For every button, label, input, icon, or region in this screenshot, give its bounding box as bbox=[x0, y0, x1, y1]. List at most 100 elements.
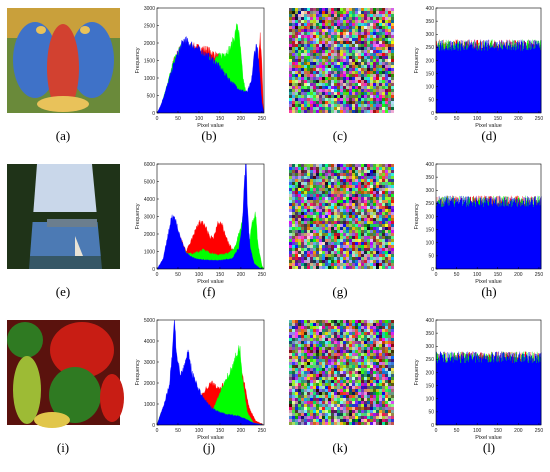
x-tick-label: 50 bbox=[454, 272, 460, 278]
x-tick-label: 0 bbox=[435, 272, 438, 278]
y-tick-label: 150 bbox=[426, 227, 435, 233]
x-tick-label: 50 bbox=[175, 272, 181, 278]
y-tick-label: 5000 bbox=[144, 318, 155, 324]
x-tick-label: 100 bbox=[473, 272, 482, 278]
y-tick-label: 0 bbox=[431, 111, 434, 117]
x-tick-label: 100 bbox=[473, 116, 482, 122]
y-tick-label: 400 bbox=[426, 6, 435, 12]
y-tick-label: 200 bbox=[426, 214, 435, 220]
y-tick-label: 0 bbox=[152, 423, 155, 429]
cipher-image-2 bbox=[289, 164, 394, 269]
y-tick-label: 150 bbox=[426, 71, 435, 77]
y-tick-label: 300 bbox=[426, 344, 435, 350]
y-tick-label: 2000 bbox=[144, 381, 155, 387]
x-tick-label: 200 bbox=[514, 116, 523, 122]
x-tick-label: 50 bbox=[454, 116, 460, 122]
y-axis-label: Frequency bbox=[135, 47, 141, 73]
y-tick-label: 100 bbox=[426, 85, 435, 91]
y-tick-label: 350 bbox=[426, 175, 435, 181]
x-tick-label: 50 bbox=[175, 428, 181, 434]
y-tick-label: 350 bbox=[426, 331, 435, 337]
x-tick-label: 100 bbox=[195, 116, 204, 122]
x-axis-label: Pixel value bbox=[197, 435, 224, 441]
y-axis-label: Frequency bbox=[135, 359, 141, 385]
y-tick-label: 250 bbox=[426, 45, 435, 51]
x-tick-label: 0 bbox=[156, 272, 159, 278]
baboon-image bbox=[7, 8, 120, 113]
axes-h: 0 50 100 150 200 250 0 50 100 150 200 250 300 350 400 P… bbox=[414, 162, 543, 285]
y-tick-label: 500 bbox=[147, 93, 156, 99]
x-axis-label: Pixel value bbox=[197, 279, 224, 285]
y-axis-label: Frequency bbox=[414, 47, 420, 73]
y-tick-label: 3000 bbox=[144, 360, 155, 366]
x-tick-label: 250 bbox=[258, 272, 267, 278]
x-tick-label: 150 bbox=[494, 272, 503, 278]
peppers-image bbox=[7, 320, 124, 428]
y-tick-label: 250 bbox=[426, 201, 435, 207]
x-tick-label: 250 bbox=[258, 116, 267, 122]
subfigure-caption: (c) bbox=[332, 128, 348, 143]
axes-l: 0 50 100 150 200 250 0 50 100 150 200 250 300 350 400 P… bbox=[414, 318, 543, 441]
y-tick-label: 5000 bbox=[144, 179, 155, 185]
x-tick-label: 200 bbox=[237, 428, 246, 434]
x-tick-label: 250 bbox=[535, 116, 544, 122]
y-tick-label: 400 bbox=[426, 318, 435, 324]
plot-frame bbox=[435, 319, 542, 426]
x-tick-label: 150 bbox=[494, 116, 503, 122]
subfigure-caption: (d) bbox=[481, 128, 497, 143]
histogram-blue-channel bbox=[436, 195, 542, 269]
plot-frame bbox=[156, 7, 265, 114]
y-tick-label: 1000 bbox=[144, 249, 155, 255]
y-tick-label: 2500 bbox=[144, 23, 155, 29]
y-tick-label: 350 bbox=[426, 19, 435, 25]
subfigure-caption: (i) bbox=[56, 440, 70, 455]
y-tick-label: 50 bbox=[428, 410, 434, 416]
y-tick-label: 0 bbox=[431, 267, 434, 273]
y-tick-label: 250 bbox=[426, 357, 435, 363]
x-axis-label: Pixel value bbox=[197, 123, 224, 129]
x-tick-label: 250 bbox=[535, 428, 544, 434]
histogram-blue-channel bbox=[157, 36, 264, 113]
x-axis-label: Pixel value bbox=[475, 123, 502, 129]
histogram-blue-channel bbox=[436, 351, 542, 425]
y-tick-label: 2000 bbox=[144, 41, 155, 47]
plot-frame bbox=[435, 7, 542, 114]
x-tick-label: 200 bbox=[237, 272, 246, 278]
x-axis-label: Pixel value bbox=[475, 279, 502, 285]
y-tick-label: 4000 bbox=[144, 339, 155, 345]
y-tick-label: 1500 bbox=[144, 58, 155, 64]
x-tick-label: 0 bbox=[435, 428, 438, 434]
subfigure-caption: (h) bbox=[481, 284, 497, 299]
x-tick-label: 50 bbox=[175, 116, 181, 122]
subfigure-caption: (e) bbox=[55, 284, 71, 299]
x-tick-label: 250 bbox=[535, 272, 544, 278]
axes-b: 0 50 100 150 200 250050010001500200025003000P… bbox=[135, 6, 266, 129]
axes-f: 0 50 100 150 200 250 0 1000 2000 3000 4000 5000 6000… bbox=[135, 162, 266, 285]
subfigure-caption: (a) bbox=[55, 128, 71, 143]
y-tick-label: 0 bbox=[152, 111, 155, 117]
y-tick-label: 50 bbox=[428, 98, 434, 104]
y-tick-label: 200 bbox=[426, 58, 435, 64]
y-tick-label: 0 bbox=[431, 423, 434, 429]
y-tick-label: 400 bbox=[426, 162, 435, 168]
histogram-blue-channel bbox=[157, 164, 264, 269]
y-axis-label: Frequency bbox=[414, 203, 420, 229]
histogram-blue-channel bbox=[436, 39, 542, 113]
histogram-blue-channel bbox=[157, 320, 264, 425]
x-tick-label: 250 bbox=[258, 428, 267, 434]
subfigure-caption: (f) bbox=[202, 284, 216, 299]
y-tick-label: 0 bbox=[152, 267, 155, 273]
x-tick-label: 150 bbox=[216, 116, 225, 122]
plot-frame bbox=[435, 163, 542, 270]
axes-j: 0 50 100 150 200 250 0 1000 2000 3000 4000 5000 Pixe… bbox=[135, 318, 266, 441]
y-tick-label: 4000 bbox=[144, 197, 155, 203]
x-tick-label: 200 bbox=[237, 116, 246, 122]
plot-frame bbox=[156, 319, 265, 426]
plot-frame bbox=[156, 163, 265, 270]
x-tick-label: 200 bbox=[514, 428, 523, 434]
y-tick-label: 2000 bbox=[144, 232, 155, 238]
x-tick-label: 50 bbox=[454, 428, 460, 434]
subfigure-caption: (g) bbox=[332, 284, 348, 299]
y-tick-label: 50 bbox=[428, 254, 434, 260]
y-axis-label: Frequency bbox=[414, 359, 420, 385]
